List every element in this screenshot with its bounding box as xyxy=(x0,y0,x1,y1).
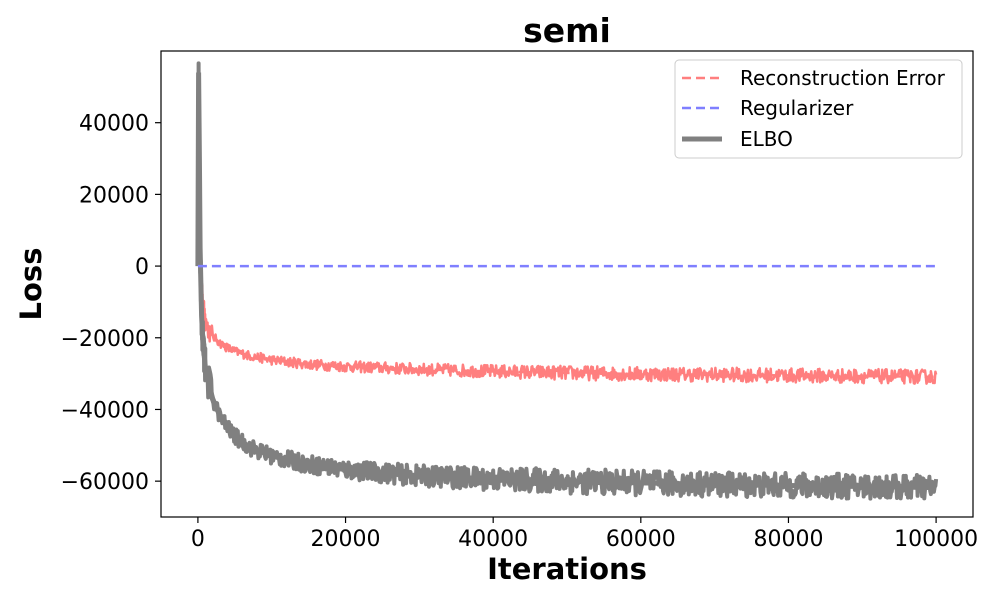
series-trace xyxy=(195,61,939,501)
y-axis-label: Loss xyxy=(14,248,48,321)
x-tick-label: 80000 xyxy=(753,527,823,552)
legend: Reconstruction Error Regularizer ELBO xyxy=(674,59,963,159)
y-tick-label: −60000 xyxy=(61,470,149,495)
y-tick-label: −20000 xyxy=(61,327,149,352)
legend-label-regularizer: Regularizer xyxy=(740,96,854,120)
x-tick-label: 100000 xyxy=(894,527,978,552)
x-tick-label: 0 xyxy=(191,527,205,552)
plot-frame xyxy=(160,50,974,518)
legend-box xyxy=(674,59,963,159)
x-axis-label: Iterations xyxy=(487,552,647,586)
y-tick-label: 40000 xyxy=(79,112,149,137)
series-layer xyxy=(195,61,939,501)
legend-label-elbo: ELBO xyxy=(740,127,793,151)
legend-label-reconstruction-error: Reconstruction Error xyxy=(740,66,946,90)
y-tick-label: −40000 xyxy=(61,398,149,423)
y-tick-label: 20000 xyxy=(79,183,149,208)
x-tick-label: 40000 xyxy=(458,527,528,552)
y-tick-label: 0 xyxy=(135,255,149,280)
chart-title: semi xyxy=(523,11,611,50)
ticks-layer: 0 20000 40000 60000 80000 100000 −60000 −40000 −… xyxy=(61,112,979,552)
series-line xyxy=(195,72,937,491)
series-trace xyxy=(196,167,938,385)
series-elbo xyxy=(195,61,939,501)
x-tick-label: 60000 xyxy=(606,527,676,552)
x-tick-label: 20000 xyxy=(311,527,381,552)
